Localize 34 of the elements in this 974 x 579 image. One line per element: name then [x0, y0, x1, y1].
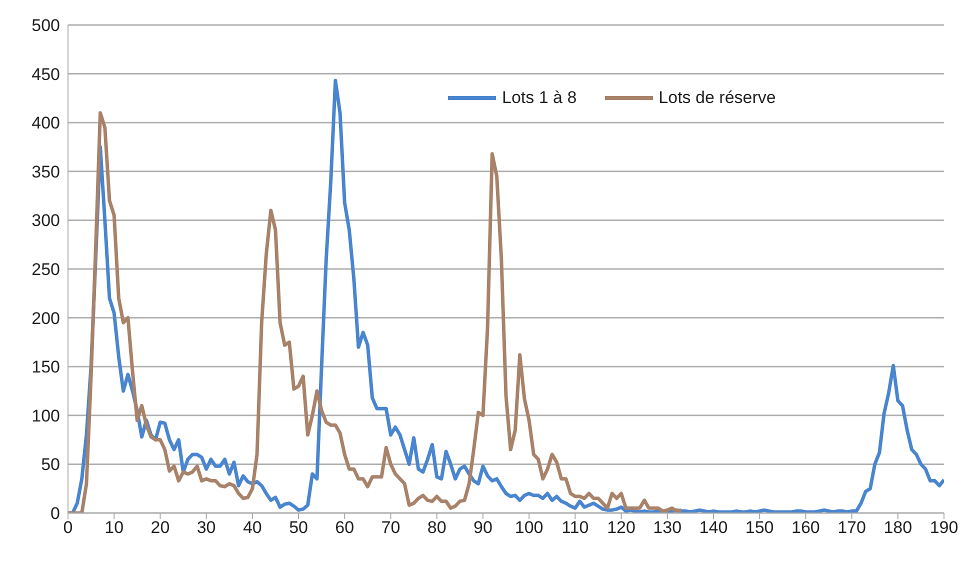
y-tick-label: 100 — [32, 406, 60, 426]
y-tick-label: 400 — [32, 114, 60, 133]
x-tick-label: 120 — [607, 518, 636, 538]
y-tick-label: 0 — [50, 504, 60, 524]
x-tick-label: 90 — [473, 518, 492, 538]
x-tick-label: 140 — [699, 518, 728, 538]
line-series — [68, 111, 683, 513]
legend-label: Lots 1 à 8 — [502, 88, 577, 108]
x-tick-label: 160 — [791, 518, 820, 538]
x-tick-label: 50 — [289, 518, 308, 538]
x-tick-label: 110 — [562, 518, 589, 538]
y-tick-label: 350 — [32, 162, 60, 182]
y-tick-label: 500 — [32, 16, 60, 36]
x-tick-label: 40 — [242, 518, 262, 538]
x-tick-label: 70 — [381, 518, 400, 538]
x-tick-label: 170 — [838, 518, 866, 538]
x-tick-label: 130 — [653, 518, 682, 538]
y-tick-label: 300 — [32, 211, 60, 230]
x-tick-label: 180 — [884, 518, 912, 538]
y-tick-label: 450 — [32, 64, 60, 84]
y-tick-label: 50 — [41, 455, 60, 474]
x-tick-label: 80 — [427, 518, 446, 538]
x-tick-label: 60 — [335, 518, 354, 538]
x-tick-label: 30 — [196, 518, 216, 538]
legend-label: Lots de réserve — [658, 88, 776, 108]
x-tick-label: 100 — [514, 518, 544, 538]
x-tick-label: 10 — [104, 518, 124, 538]
y-tick-label: 200 — [32, 308, 60, 328]
x-tick-label: 190 — [930, 518, 958, 538]
y-tick-label: 150 — [32, 358, 60, 377]
x-tick-label: 20 — [150, 518, 170, 538]
y-tick-label: 250 — [32, 260, 60, 280]
x-tick-label: 150 — [745, 518, 774, 538]
x-tick-label: 0 — [63, 518, 73, 538]
